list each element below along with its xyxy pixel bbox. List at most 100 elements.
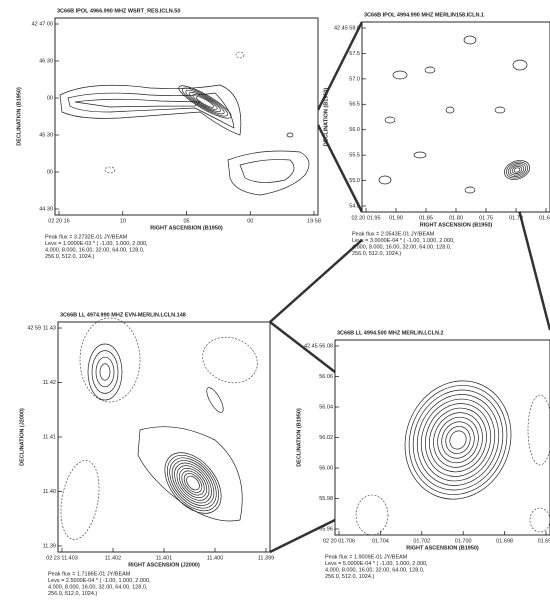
panel-header: 3C66B LL 4994.500 MHZ MERLIN.LCLN.2: [337, 330, 444, 336]
y-tick-label: 56.02: [319, 435, 333, 441]
caption-line: Levs = 5.0000E-04 * ( -1.00, 1.000, 2.00…: [325, 561, 428, 567]
y-tick-label: 46 30: [39, 58, 53, 64]
contour: [178, 85, 232, 119]
y-tick-label: 55.98: [319, 496, 333, 502]
x-tick-label: 02 20 01.95: [351, 215, 380, 221]
x-axis-label: RIGHT ASCENSION (B1950): [406, 545, 479, 551]
y-tick-label: 11.41: [43, 434, 56, 440]
y-tick-label: 11.39: [43, 543, 56, 549]
contour: [424, 66, 436, 74]
contour: [494, 106, 506, 114]
x-tick-label: 19 58: [307, 218, 321, 224]
panel-header: 3C66B LL 4974.990 MHZ EVN-MERLIN.LCLN.14…: [60, 312, 186, 318]
caption-line: 4.000, 8.000, 16.00, 32.00, 64.00, 128.0…: [45, 247, 145, 253]
y-tick-label: 44 30: [39, 206, 53, 212]
x-tick-label: 02 23 11.403: [46, 555, 78, 561]
y-tick-label: 56.00: [319, 465, 333, 471]
x-axis-label: RIGHT ASCENSION (B1950): [420, 222, 493, 228]
panel: 3C66B LL 4974.990 MHZ EVN-MERLIN.LCLN.14…: [19, 312, 274, 597]
x-tick-label: 11.402: [105, 555, 121, 561]
caption-line: 256.0, 512.0, 1024.): [325, 574, 374, 580]
caption-line: Peak flux = 1.7186E-01 JY/BEAM: [48, 571, 131, 577]
contour: [67, 92, 235, 129]
panel-frame: [334, 339, 550, 536]
panel-header: 3C66B IPOL 4966.990 MHZ WSRT_RES.ICLN.50: [57, 8, 180, 14]
y-tick-label: 55.96: [319, 526, 333, 532]
y-tick-label: 57.5: [349, 51, 360, 57]
y-tick-label: 55.0: [349, 178, 360, 184]
y-axis-label: DECLINATION (J2000): [19, 408, 25, 466]
contour: [378, 175, 392, 185]
x-tick-label: 02 20 01.706: [323, 538, 355, 544]
contour: [512, 59, 528, 71]
contour: [355, 494, 389, 536]
contour: [420, 398, 496, 482]
contour: [174, 462, 212, 504]
contour: [412, 389, 504, 491]
contour: [181, 470, 205, 496]
y-tick-label: 45 30: [39, 132, 53, 138]
caption-line: Peak flux = 3.2732E-01 JY/BEAM: [45, 234, 128, 240]
panel: 3C66B IPOL 4994.990 MHZ MERLIN158.ICLN.1…: [323, 12, 550, 257]
contour: [195, 96, 215, 108]
panel-frame: [361, 21, 550, 213]
x-tick-label: 01.696: [538, 538, 550, 544]
contour: [437, 416, 479, 464]
y-tick-label: 42 45 58.0: [334, 25, 360, 31]
contour: [137, 426, 243, 522]
contour: [413, 151, 427, 159]
y-axis-label: DECLINATION (B1950): [296, 408, 302, 467]
x-tick-label: 01.702: [413, 538, 430, 544]
contour: [449, 430, 467, 450]
x-tick-label: 11.401: [156, 555, 172, 561]
contour: [169, 457, 217, 509]
contour: [166, 454, 220, 512]
contour: [464, 186, 476, 194]
y-tick-label: 11.40: [43, 489, 56, 495]
panel-header: 3C66B IPOL 4994.990 MHZ MERLIN158.ICLN.1: [364, 12, 484, 18]
contour: [429, 407, 487, 473]
x-tick-label: 01.70: [509, 215, 523, 221]
contour: [441, 421, 475, 459]
x-tick-label: 01.704: [372, 538, 389, 544]
caption-line: 256.0, 512.0, 1024.): [45, 254, 94, 260]
y-tick-label: 57.0: [349, 76, 360, 82]
y-axis-label: DECLINATION (B1950): [16, 87, 22, 146]
x-tick-label: 10: [120, 218, 126, 224]
contour: [176, 465, 210, 501]
x-tick-label: 01.85: [419, 215, 433, 221]
panel-frame: [57, 321, 271, 553]
y-tick-label: 42 47 00: [32, 21, 53, 27]
x-tick-label: 11.400: [207, 555, 223, 561]
contour: [433, 412, 483, 468]
caption-line: Levs = 3.0000E-04 * ( -1.00, 1.000, 2.00…: [352, 238, 455, 244]
y-axis-label: DECLINATION (B1950): [323, 88, 329, 147]
contour: [445, 426, 471, 454]
contour: [286, 132, 294, 138]
panel-frame: [54, 17, 319, 216]
contour: [59, 84, 242, 136]
panel: 3C66B LL 4994.500 MHZ MERLIN.LCLN.2 42 45…: [296, 330, 550, 580]
x-tick-label: 01.698: [496, 538, 513, 544]
y-tick-label: 56.5: [349, 102, 360, 108]
y-tick-label: 54.5: [349, 203, 360, 209]
caption-line: 4.000, 8.000, 16.00, 32.00, 64.00, 128.0…: [325, 567, 425, 573]
x-axis-label: RIGHT ASCENSION (J2000): [128, 562, 200, 568]
contour: [513, 167, 521, 173]
contour: [192, 94, 218, 110]
contour: [186, 475, 200, 491]
contour: [404, 380, 512, 500]
contour: [183, 473, 203, 493]
y-tick-label: 11.42: [43, 380, 56, 386]
contour: [185, 89, 225, 115]
y-tick-label: 56.0: [349, 127, 360, 133]
y-tick-label: 42 45 56.08: [304, 343, 333, 349]
x-tick-label: 00: [247, 218, 253, 224]
contour: [60, 460, 100, 540]
y-tick-label: 56.04: [319, 404, 333, 410]
contour: [95, 356, 115, 388]
contour: [99, 363, 111, 381]
contour: [178, 467, 208, 499]
y-tick-label: 56.06: [319, 374, 333, 380]
contour: [505, 161, 529, 179]
